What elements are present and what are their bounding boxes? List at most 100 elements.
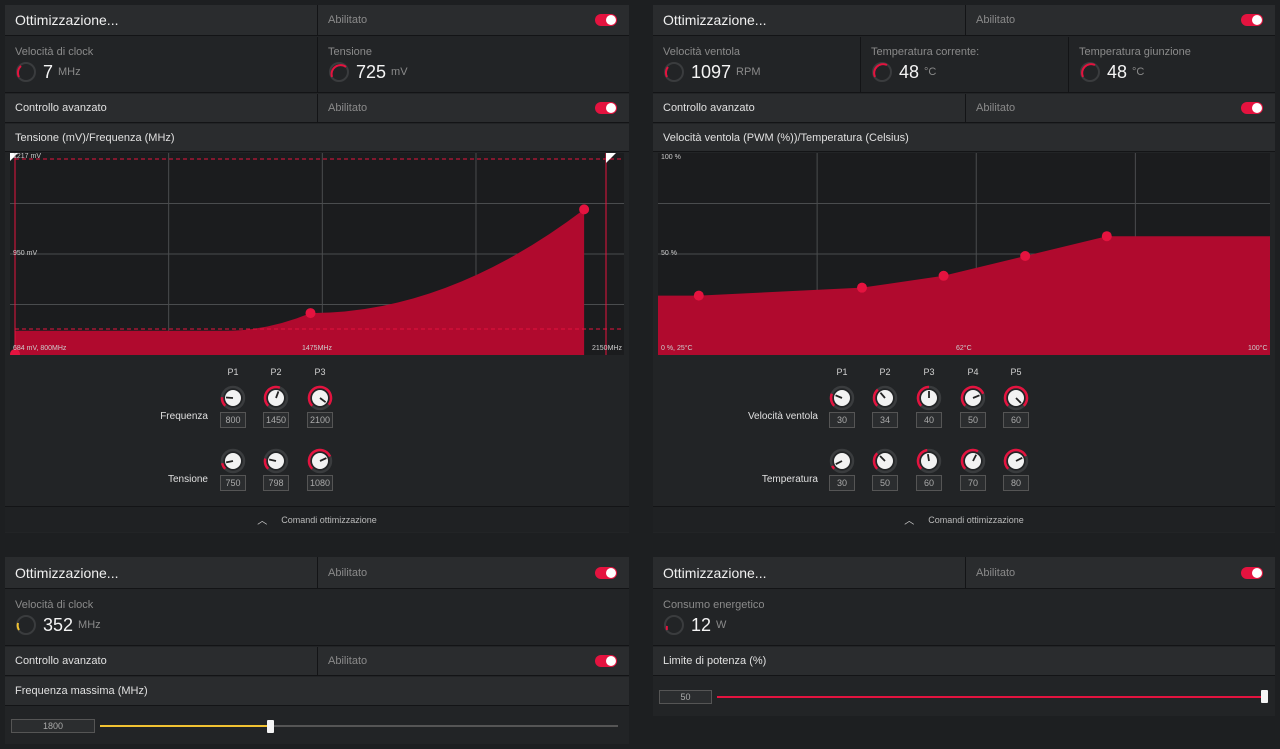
fan-row1-knob[interactable] <box>829 385 855 411</box>
gpu-row1-knob[interactable] <box>307 385 333 411</box>
gpu-point-label: P1 <box>227 367 239 377</box>
fan-row1-value[interactable]: 60 <box>1003 412 1029 428</box>
min-freq-handle-icon[interactable] <box>10 153 18 161</box>
fan-row2-knob[interactable] <box>829 448 855 474</box>
fan-x-left-label: 0 %, 25°C <box>661 345 693 352</box>
gpu-row1-knob[interactable] <box>220 385 246 411</box>
chevron-up-icon[interactable]: ︿ <box>904 516 915 527</box>
fan-row2-knob[interactable] <box>872 448 898 474</box>
current-temp-metric: Temperatura corrente: 48 °C <box>860 37 1068 92</box>
gpu-advanced-toggle[interactable] <box>595 102 617 114</box>
gpu-enabled-label: Abilitato <box>328 14 368 26</box>
curve-point[interactable] <box>10 349 20 355</box>
power-limit-input[interactable]: 50 <box>659 690 712 704</box>
fan-curve-chart[interactable]: 100 % 50 % 0 %, 25°C 62°C 100°C <box>658 153 1270 355</box>
fan-title: Ottimizzazione... <box>663 12 767 28</box>
fan-curve-svg[interactable] <box>658 153 1270 355</box>
current-temp-unit: °C <box>924 66 937 78</box>
fan-row1-knob[interactable] <box>1003 385 1029 411</box>
fan-row2-label: Temperatura <box>761 474 818 485</box>
power-unit: W <box>716 619 727 631</box>
power-title: Ottimizzazione... <box>663 564 767 581</box>
vram-enable-toggle[interactable] <box>595 566 617 579</box>
vram-advanced-toggle[interactable] <box>595 655 617 667</box>
fan-speed-unit: RPM <box>736 66 761 78</box>
max-freq-slider-thumb[interactable] <box>267 720 274 733</box>
gpu-row2-knob[interactable] <box>263 448 289 474</box>
fan-row2-value[interactable]: 50 <box>872 475 898 491</box>
curve-point[interactable] <box>305 308 316 319</box>
gpu-advanced-label: Controllo avanzato <box>15 102 107 114</box>
gpu-row2-knob[interactable] <box>220 448 246 474</box>
gpu-row2-value[interactable]: 798 <box>263 475 289 491</box>
power-gauge-icon <box>664 615 684 635</box>
max-freq-slider-track[interactable] <box>100 725 618 727</box>
chevron-up-icon[interactable]: ︿ <box>257 516 268 527</box>
curve-point[interactable] <box>579 204 590 215</box>
fan-chart-title: Velocità ventola (PWM (%))/Temperatura (… <box>663 131 909 144</box>
fan-advanced-label: Controllo avanzato <box>663 102 755 114</box>
power-limit-title: Limite di potenza (%) <box>663 655 767 667</box>
vram-title: Ottimizzazione... <box>15 564 119 581</box>
fan-point-label: P3 <box>923 367 935 377</box>
vram-tuning-panel: Ottimizzazione... Abilitato Velocità di … <box>5 557 629 744</box>
fan-row1-value[interactable]: 50 <box>960 412 986 428</box>
fan-footer-label: Comandi ottimizzazione <box>928 514 1024 525</box>
fan-row2-value[interactable]: 70 <box>960 475 986 491</box>
curve-point[interactable] <box>857 282 867 293</box>
gpu-row2-value[interactable]: 750 <box>220 475 246 491</box>
curve-point[interactable] <box>1020 251 1031 261</box>
junction-temp-value: 48 <box>1107 61 1128 82</box>
fan-point-label: P5 <box>1010 367 1022 377</box>
fan-row1-knob[interactable] <box>960 385 986 411</box>
fan-footer[interactable]: ︿ Comandi ottimizzazione <box>653 506 1275 532</box>
fan-y-mid-label: 50 % <box>661 250 677 257</box>
max-freq-input[interactable]: 1800 <box>11 719 95 733</box>
fan-row1-value[interactable]: 30 <box>829 412 855 428</box>
curve-area <box>15 209 585 355</box>
fan-point-label: P2 <box>879 367 891 377</box>
gpu-row2-knob[interactable] <box>307 448 333 474</box>
gpu-point-label: P3 <box>314 367 326 377</box>
gpu-footer-label: Comandi ottimizzazione <box>281 514 377 525</box>
gpu-enable-toggle[interactable] <box>595 14 617 26</box>
fan-row2-value[interactable]: 60 <box>916 475 942 491</box>
current-temp-label: Temperatura corrente: <box>871 46 980 58</box>
vram-advanced-label: Controllo avanzato <box>15 655 107 667</box>
fan-row1-knob[interactable] <box>872 385 898 411</box>
gpu-footer[interactable]: ︿ Comandi ottimizzazione <box>5 506 629 532</box>
power-enable-toggle[interactable] <box>1241 566 1263 579</box>
gpu-row1-value[interactable]: 800 <box>220 412 246 428</box>
gpu-row2-label: Tensione <box>167 474 208 485</box>
vf-curve-svg[interactable] <box>10 153 624 355</box>
power-limit-slider-thumb[interactable] <box>1261 690 1268 703</box>
curve-point[interactable] <box>938 270 949 281</box>
gpu-row2-value[interactable]: 1080 <box>307 475 333 491</box>
fan-advanced-toggle[interactable] <box>1241 102 1263 114</box>
fan-row2-knob[interactable] <box>960 448 986 474</box>
fan-row2-knob[interactable] <box>916 448 942 474</box>
fan-y-top-label: 100 % <box>661 154 681 161</box>
gpu-point-label: P2 <box>270 367 282 377</box>
gpu-row1-knob[interactable] <box>263 385 289 411</box>
clock-label: Velocità di clock <box>15 46 94 58</box>
fan-row1-value[interactable]: 40 <box>916 412 942 428</box>
gpu-row1-value[interactable]: 2100 <box>307 412 333 428</box>
fan-row2-value[interactable]: 30 <box>829 475 855 491</box>
fan-row1-knob[interactable] <box>916 385 942 411</box>
fan-row2-value[interactable]: 80 <box>1003 475 1029 491</box>
gpu-row1-value[interactable]: 1450 <box>263 412 289 428</box>
max-freq-title: Frequenza massima (MHz) <box>15 685 148 697</box>
fan-enable-toggle[interactable] <box>1241 14 1263 26</box>
fan-row1-label: Velocità ventola <box>747 411 818 422</box>
curve-point[interactable] <box>1101 231 1112 242</box>
clock-gauge-icon <box>16 62 36 82</box>
vf-curve-chart[interactable]: 1217 mV 950 mV 684 mV, 800MHz 1475MHz 21… <box>10 153 624 355</box>
vram-clock-metric: Velocità di clock 352 MHz <box>5 590 629 645</box>
junction-temp-label: Temperatura giunzione <box>1079 46 1191 58</box>
curve-point[interactable] <box>693 290 704 301</box>
fan-row2-knob[interactable] <box>1003 448 1029 474</box>
power-enabled-label: Abilitato <box>976 566 1016 579</box>
max-freq-handle-icon[interactable] <box>606 153 616 163</box>
fan-row1-value[interactable]: 34 <box>872 412 898 428</box>
